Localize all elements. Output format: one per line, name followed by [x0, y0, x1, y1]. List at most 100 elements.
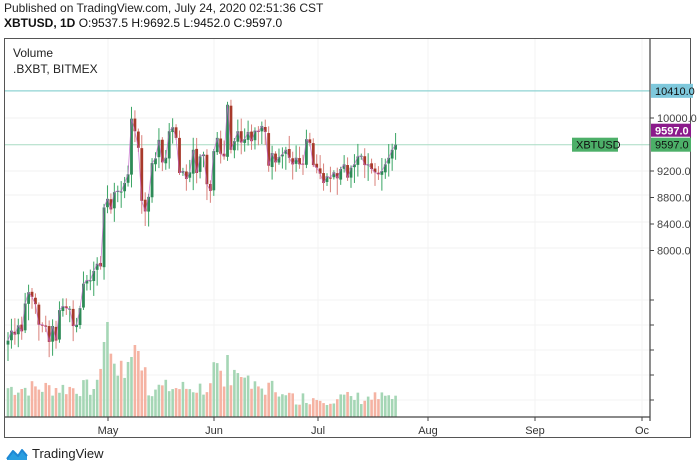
- candle-body[interactable]: [373, 168, 377, 173]
- candle-body[interactable]: [102, 207, 106, 268]
- candle-body[interactable]: [16, 325, 20, 335]
- candle-body[interactable]: [178, 137, 181, 173]
- candle-body[interactable]: [219, 138, 223, 154]
- candle-body[interactable]: [30, 291, 34, 297]
- candle-body[interactable]: [243, 139, 247, 143]
- candle-body[interactable]: [188, 172, 192, 178]
- candle-body[interactable]: [140, 148, 144, 201]
- candle-body[interactable]: [260, 125, 264, 132]
- candle-body[interactable]: [171, 127, 175, 133]
- candle-body[interactable]: [236, 131, 240, 142]
- candle-body[interactable]: [167, 131, 171, 159]
- candle-body[interactable]: [318, 168, 322, 174]
- candle-body[interactable]: [342, 164, 346, 169]
- candle-body[interactable]: [322, 173, 325, 183]
- candle-body[interactable]: [109, 199, 113, 210]
- candle-body[interactable]: [339, 169, 343, 180]
- candle-body[interactable]: [305, 139, 308, 165]
- candle-body[interactable]: [51, 326, 54, 342]
- candle-body[interactable]: [37, 304, 41, 325]
- candle-body[interactable]: [383, 164, 387, 173]
- candle-body[interactable]: [6, 340, 10, 345]
- candle-body[interactable]: [394, 144, 397, 150]
- candle-body[interactable]: [119, 191, 123, 193]
- candle-body[interactable]: [58, 310, 61, 340]
- tradingview-brand[interactable]: TradingView: [6, 446, 104, 461]
- candle-body[interactable]: [198, 156, 202, 172]
- candle-body[interactable]: [150, 163, 154, 198]
- candle-body[interactable]: [370, 163, 373, 170]
- candle-body[interactable]: [291, 158, 295, 165]
- candle-body[interactable]: [112, 192, 116, 209]
- candle-body[interactable]: [85, 280, 89, 284]
- candle-body[interactable]: [212, 151, 216, 191]
- candle-body[interactable]: [229, 105, 233, 150]
- candle-body[interactable]: [92, 271, 96, 282]
- candle-body[interactable]: [363, 156, 367, 166]
- candle-body[interactable]: [377, 172, 380, 175]
- candle-body[interactable]: [232, 141, 236, 151]
- candle-body[interactable]: [184, 171, 188, 179]
- candle-body[interactable]: [325, 176, 329, 183]
- candle-body[interactable]: [270, 153, 274, 168]
- candle-body[interactable]: [390, 149, 394, 159]
- candle-body[interactable]: [329, 177, 332, 179]
- candle-body[interactable]: [78, 308, 82, 325]
- candle-body[interactable]: [308, 139, 312, 144]
- candle-body[interactable]: [123, 182, 127, 192]
- candle-body[interactable]: [332, 172, 336, 178]
- candle-body[interactable]: [253, 130, 257, 141]
- candle-body[interactable]: [356, 156, 360, 165]
- candle-body[interactable]: [263, 127, 267, 132]
- candle-body[interactable]: [335, 173, 339, 179]
- candle-body[interactable]: [174, 127, 178, 138]
- candle-body[interactable]: [54, 326, 58, 341]
- candle-body[interactable]: [287, 149, 291, 158]
- candle-body[interactable]: [116, 190, 120, 192]
- candle-body[interactable]: [34, 297, 37, 305]
- candle-body[interactable]: [246, 131, 250, 140]
- candle-body[interactable]: [239, 131, 243, 143]
- candle-body[interactable]: [353, 164, 356, 168]
- candle-body[interactable]: [250, 131, 253, 142]
- candle-body[interactable]: [205, 154, 209, 185]
- candle-body[interactable]: [281, 154, 284, 157]
- candle-body[interactable]: [133, 118, 137, 132]
- candle-body[interactable]: [157, 139, 161, 158]
- candle-body[interactable]: [387, 157, 391, 164]
- candle-body[interactable]: [346, 165, 349, 178]
- candle-body[interactable]: [277, 157, 281, 163]
- candle-body[interactable]: [13, 331, 17, 335]
- candle-body[interactable]: [349, 167, 353, 178]
- candle-body[interactable]: [44, 325, 48, 327]
- candle-body[interactable]: [294, 157, 298, 164]
- candle-body[interactable]: [284, 149, 288, 154]
- candle-body[interactable]: [226, 104, 229, 157]
- candle-body[interactable]: [95, 263, 99, 270]
- candle-body[interactable]: [154, 158, 157, 165]
- candle-body[interactable]: [136, 131, 140, 148]
- candle-body[interactable]: [298, 158, 301, 165]
- candle-body[interactable]: [75, 324, 78, 328]
- candle-body[interactable]: [47, 326, 51, 342]
- candle-body[interactable]: [106, 198, 109, 208]
- candle-body[interactable]: [380, 171, 384, 175]
- candle-body[interactable]: [61, 306, 65, 312]
- candle-body[interactable]: [23, 303, 27, 331]
- candle-body[interactable]: [82, 283, 85, 308]
- candle-body[interactable]: [64, 306, 68, 309]
- candle-body[interactable]: [267, 133, 271, 166]
- candle-body[interactable]: [215, 137, 219, 153]
- candle-body[interactable]: [311, 143, 315, 166]
- candle-body[interactable]: [71, 308, 75, 327]
- candle-body[interactable]: [191, 149, 195, 174]
- candle-body[interactable]: [195, 148, 199, 173]
- candle-body[interactable]: [27, 292, 30, 304]
- candle-body[interactable]: [20, 324, 24, 332]
- candle-body[interactable]: [143, 199, 147, 212]
- candle-body[interactable]: [315, 163, 319, 168]
- candle-body[interactable]: [160, 139, 164, 163]
- candle-body[interactable]: [164, 157, 168, 164]
- candle-body[interactable]: [10, 330, 13, 341]
